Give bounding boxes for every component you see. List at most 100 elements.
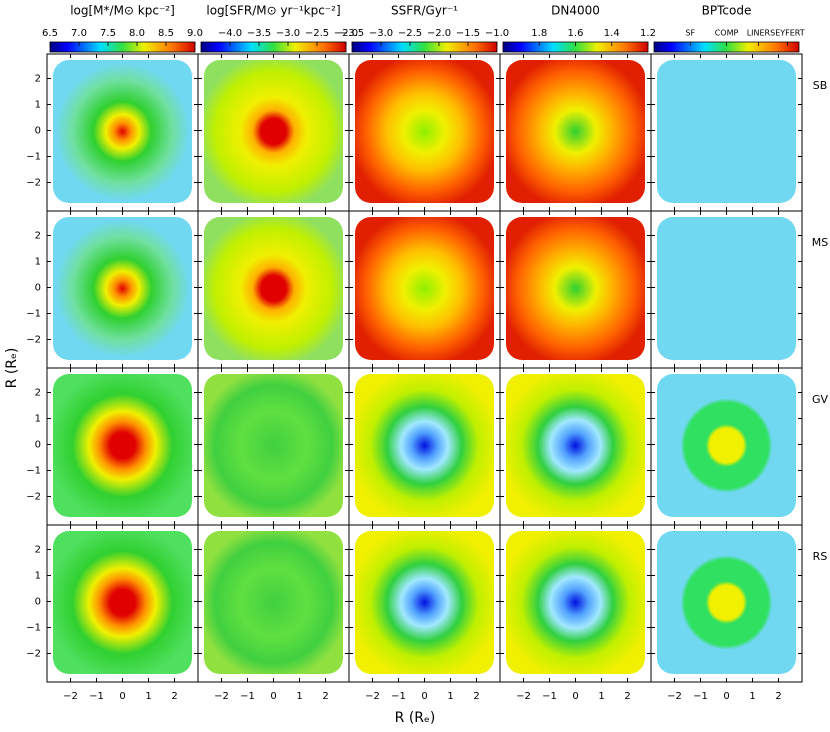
- colorbar-tick-label: −2.0: [334, 28, 358, 39]
- map: [204, 531, 343, 674]
- column-title: SSFR/Gyr⁻¹: [391, 4, 458, 18]
- y-tick-label: 2: [35, 545, 41, 556]
- colorbar-tick-label: 6.5: [42, 28, 58, 39]
- x-tick-label: 1: [749, 691, 755, 702]
- y-tick-label: −2: [26, 335, 41, 346]
- y-tick-label: 1: [35, 571, 41, 582]
- colorbar: [49, 41, 196, 53]
- colorbar-tick-label: 9.0: [187, 28, 203, 39]
- colorbar-tick-label: 7.5: [100, 28, 116, 39]
- y-tick-label: 2: [35, 388, 41, 399]
- y-tick-label: 1: [35, 414, 41, 425]
- map: [53, 217, 192, 360]
- colorbar: [351, 41, 498, 53]
- x-tick-label: −2: [667, 691, 682, 702]
- y-axis-label: R (Rₑ): [4, 348, 20, 389]
- colorbar-tick-label: 1.8: [531, 28, 547, 39]
- map: [355, 60, 494, 203]
- y-tick-label: 0: [35, 126, 41, 137]
- y-tick-label: −1: [26, 623, 41, 634]
- map: [355, 374, 494, 517]
- map: [657, 374, 796, 517]
- colorbar-tick-label: −2.5: [398, 28, 422, 39]
- column-title: BPTcode: [702, 4, 752, 18]
- row-label: SB: [813, 79, 828, 92]
- colorbar-tick-label: 1.4: [604, 28, 620, 39]
- row-label: MS: [812, 236, 828, 249]
- x-tick-label: 0: [270, 691, 276, 702]
- y-tick-label: 0: [35, 597, 41, 608]
- colorbar-tick-label: SF: [685, 29, 695, 38]
- colorbar-tick-label: −2.5: [305, 28, 329, 39]
- map: [355, 217, 494, 360]
- y-tick-label: 1: [35, 100, 41, 111]
- x-tick-label: 2: [624, 691, 630, 702]
- x-tick-label: −2: [63, 691, 78, 702]
- map: [657, 60, 796, 203]
- colorbar-tick-label: 1.6: [568, 28, 584, 39]
- y-tick-label: 0: [35, 440, 41, 451]
- map: [204, 374, 343, 517]
- map: [53, 531, 192, 674]
- column-title: DN4000: [551, 4, 600, 18]
- colorbar-tick-label: 7.0: [71, 28, 87, 39]
- x-axis-label: R (Rₑ): [395, 710, 436, 726]
- y-tick-label: 0: [35, 283, 41, 294]
- x-tick-label: 0: [119, 691, 125, 702]
- row-label: RS: [813, 550, 828, 563]
- y-tick-label: −1: [26, 152, 41, 163]
- y-tick-label: 2: [35, 74, 41, 85]
- x-tick-label: −1: [240, 691, 255, 702]
- colorbar-tick-label: −3.5: [247, 28, 271, 39]
- column-title: log[M*/M⊙ kpc⁻²]: [70, 4, 175, 18]
- colorbar-tick-label: −1.0: [485, 28, 509, 39]
- map: [657, 217, 796, 360]
- colorbar-tick-label: −3.0: [276, 28, 300, 39]
- x-tick-label: 1: [145, 691, 151, 702]
- colorbar-tick-label: SEYFERT: [770, 29, 805, 38]
- y-tick-label: −2: [26, 178, 41, 189]
- map: [53, 60, 192, 203]
- x-tick-label: −1: [693, 691, 708, 702]
- x-tick-label: −1: [391, 691, 406, 702]
- x-tick-label: 2: [775, 691, 781, 702]
- colorbar-tick-label: −1.5: [456, 28, 480, 39]
- column-title: log[SFR/M⊙ yr⁻¹kpc⁻²]: [206, 4, 340, 18]
- map: [204, 217, 343, 360]
- colorbar-tick-label: LINER: [747, 29, 771, 38]
- x-tick-label: 1: [598, 691, 604, 702]
- x-tick-label: 1: [296, 691, 302, 702]
- x-tick-label: −1: [89, 691, 104, 702]
- colorbar-tick-label: −3.5: [340, 28, 364, 39]
- y-tick-label: −2: [26, 492, 41, 503]
- x-tick-label: 2: [322, 691, 328, 702]
- y-tick-label: −2: [26, 649, 41, 660]
- colorbar: [200, 41, 347, 53]
- row-label: GV: [812, 393, 829, 406]
- x-tick-label: −2: [214, 691, 229, 702]
- colorbar-tick-label: 8.0: [129, 28, 145, 39]
- colorbar-tick-label: −2.0: [427, 28, 451, 39]
- x-tick-label: −2: [516, 691, 531, 702]
- colorbar-tick-label: −4.0: [218, 28, 242, 39]
- y-tick-label: −1: [26, 309, 41, 320]
- map: [506, 531, 645, 674]
- map: [204, 60, 343, 203]
- map: [506, 217, 645, 360]
- x-tick-label: 2: [473, 691, 479, 702]
- map: [506, 374, 645, 517]
- x-tick-label: 2: [171, 691, 177, 702]
- colorbar-tick-label: 1.2: [640, 28, 656, 39]
- y-tick-label: −1: [26, 466, 41, 477]
- y-tick-label: 2: [35, 231, 41, 242]
- x-tick-label: −1: [542, 691, 557, 702]
- y-tick-label: 1: [35, 257, 41, 268]
- map: [657, 531, 796, 674]
- map: [355, 531, 494, 674]
- x-tick-label: −2: [365, 691, 380, 702]
- x-tick-label: 0: [572, 691, 578, 702]
- x-tick-label: 1: [447, 691, 453, 702]
- colorbar-tick-label: COMP: [715, 29, 739, 38]
- map: [506, 60, 645, 203]
